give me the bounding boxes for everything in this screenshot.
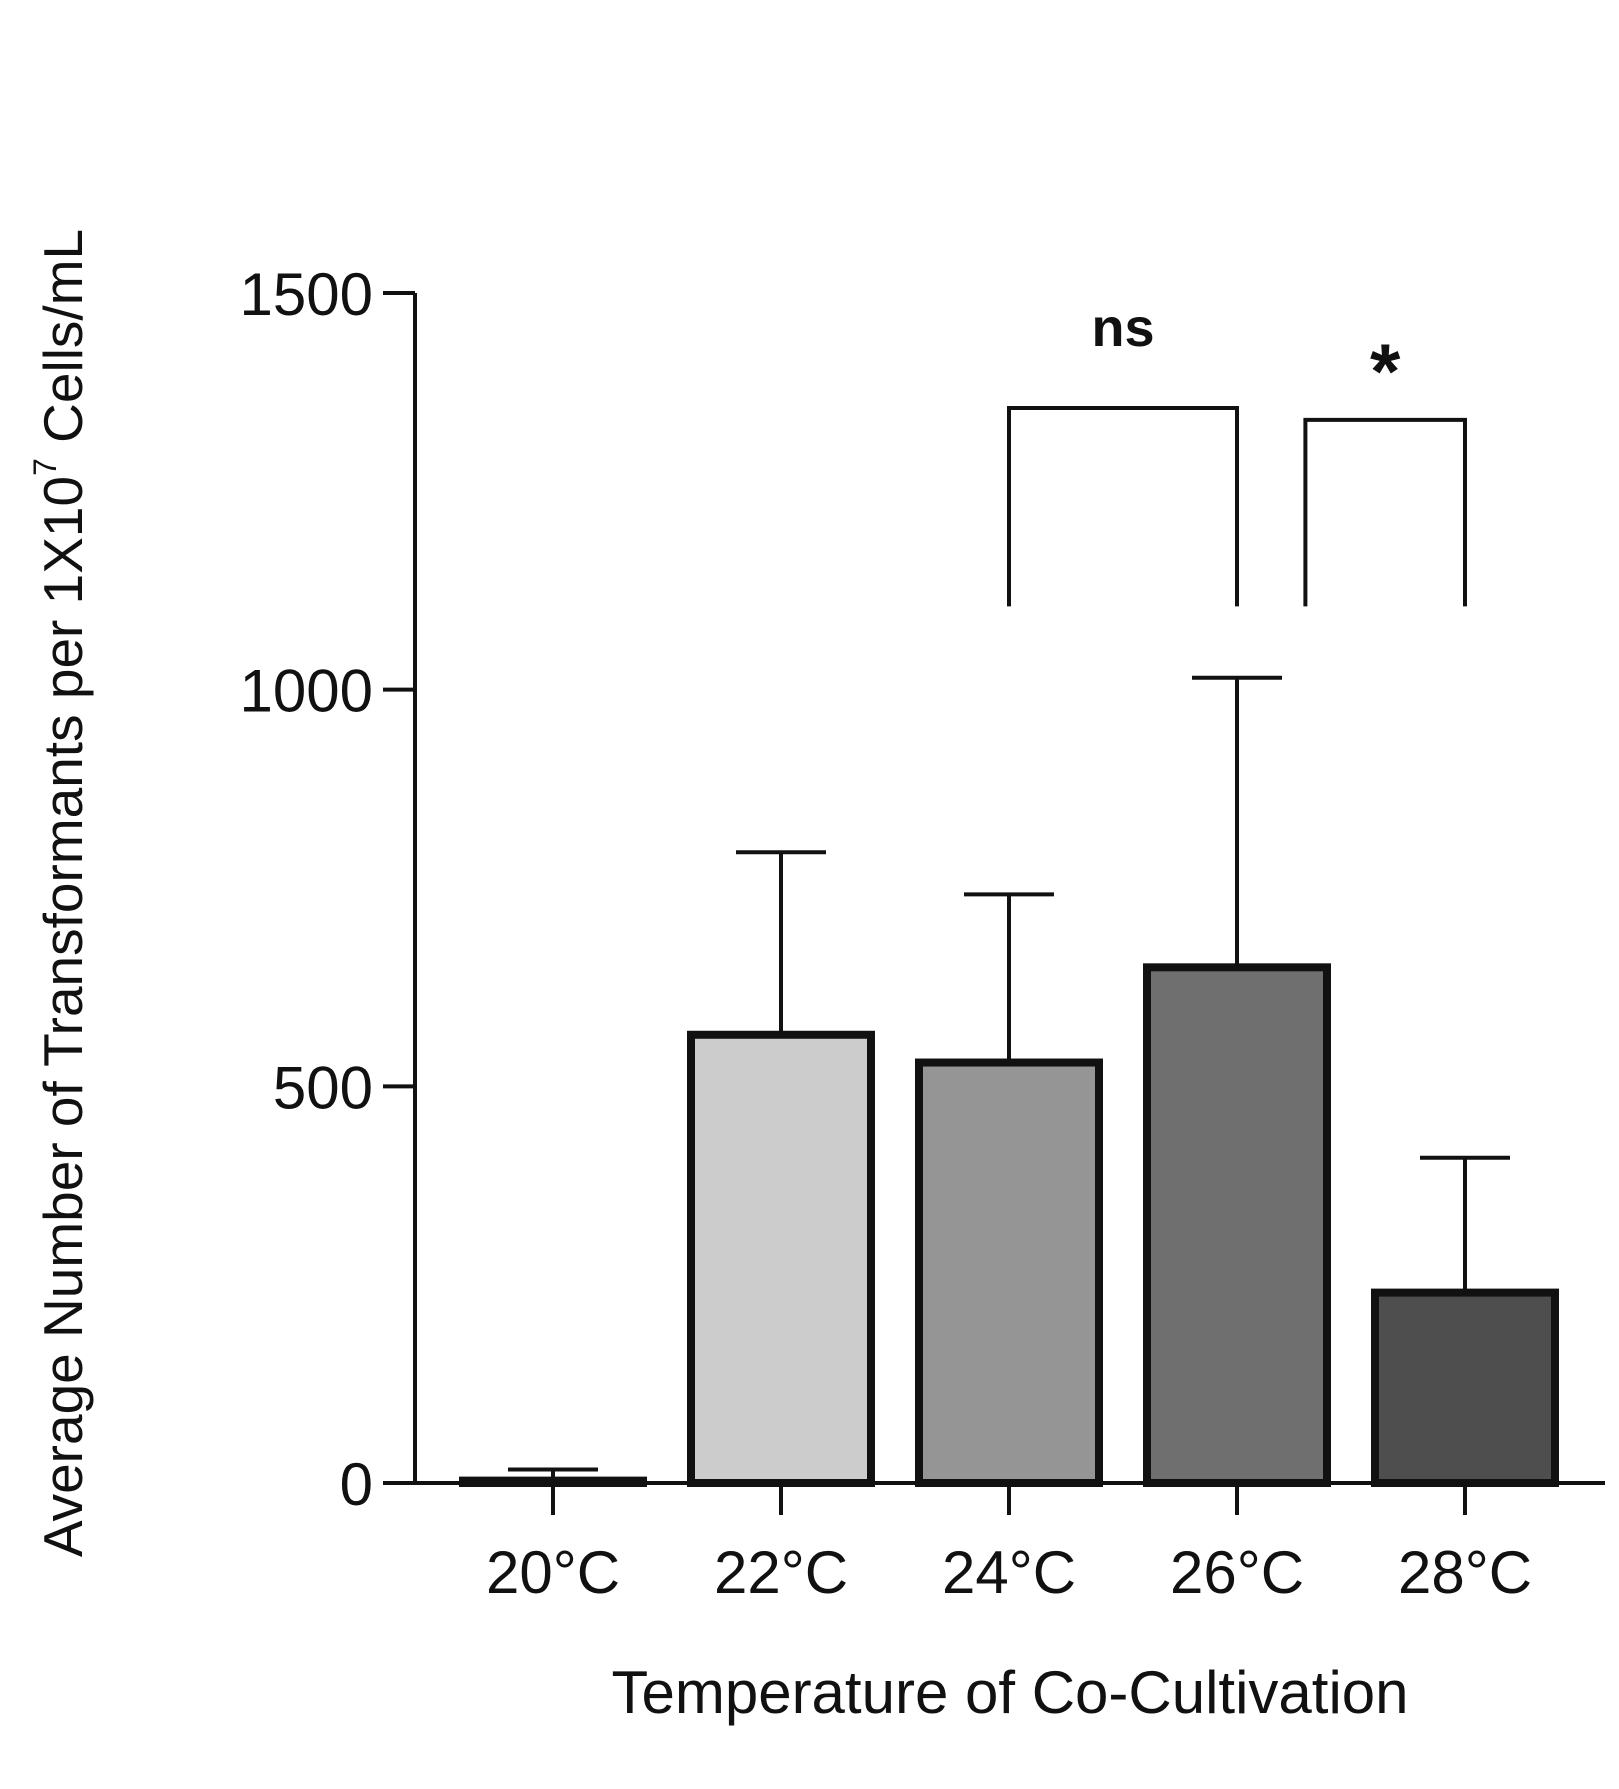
- bar: [687, 1030, 875, 1488]
- bar: [915, 1058, 1103, 1487]
- x-tick-label: 20°C: [486, 1539, 620, 1606]
- significance-label: *: [1370, 327, 1401, 415]
- significance-label: ns: [1091, 298, 1154, 358]
- x-tick-label: 22°C: [714, 1539, 848, 1606]
- x-axis-title: Temperature of Co-Cultivation: [611, 1659, 1408, 1726]
- y-tick-label: 1000: [240, 658, 373, 725]
- y-axis-title-suffix: Cells/mL: [32, 229, 94, 458]
- plot-area: 0 500 1000 1500 20°C 22°C 24°C 26°C 28°C ns *: [240, 261, 1605, 1606]
- bar: [1143, 963, 1331, 1487]
- significance-bracket: [1303, 417, 1467, 607]
- significance-bracket: [1007, 406, 1239, 607]
- y-tick-label: 1500: [240, 261, 373, 328]
- y-tick-label: 500: [273, 1054, 373, 1121]
- x-tick-label: 28°C: [1398, 1539, 1532, 1606]
- x-tick-label: 24°C: [942, 1539, 1076, 1606]
- y-axis-title-prefix: Average Number of Transformants per 1X10: [32, 476, 94, 1557]
- y-axis-title-exponent: 7: [27, 458, 63, 476]
- y-tick-label: 0: [340, 1451, 373, 1518]
- y-axis-title-group: Average Number of Transformants per 1X10…: [27, 229, 94, 1557]
- y-axis-title: Average Number of Transformants per 1X10…: [27, 229, 94, 1557]
- x-tick-label: 26°C: [1170, 1539, 1304, 1606]
- bar: [459, 1476, 647, 1487]
- bar: [1371, 1288, 1559, 1487]
